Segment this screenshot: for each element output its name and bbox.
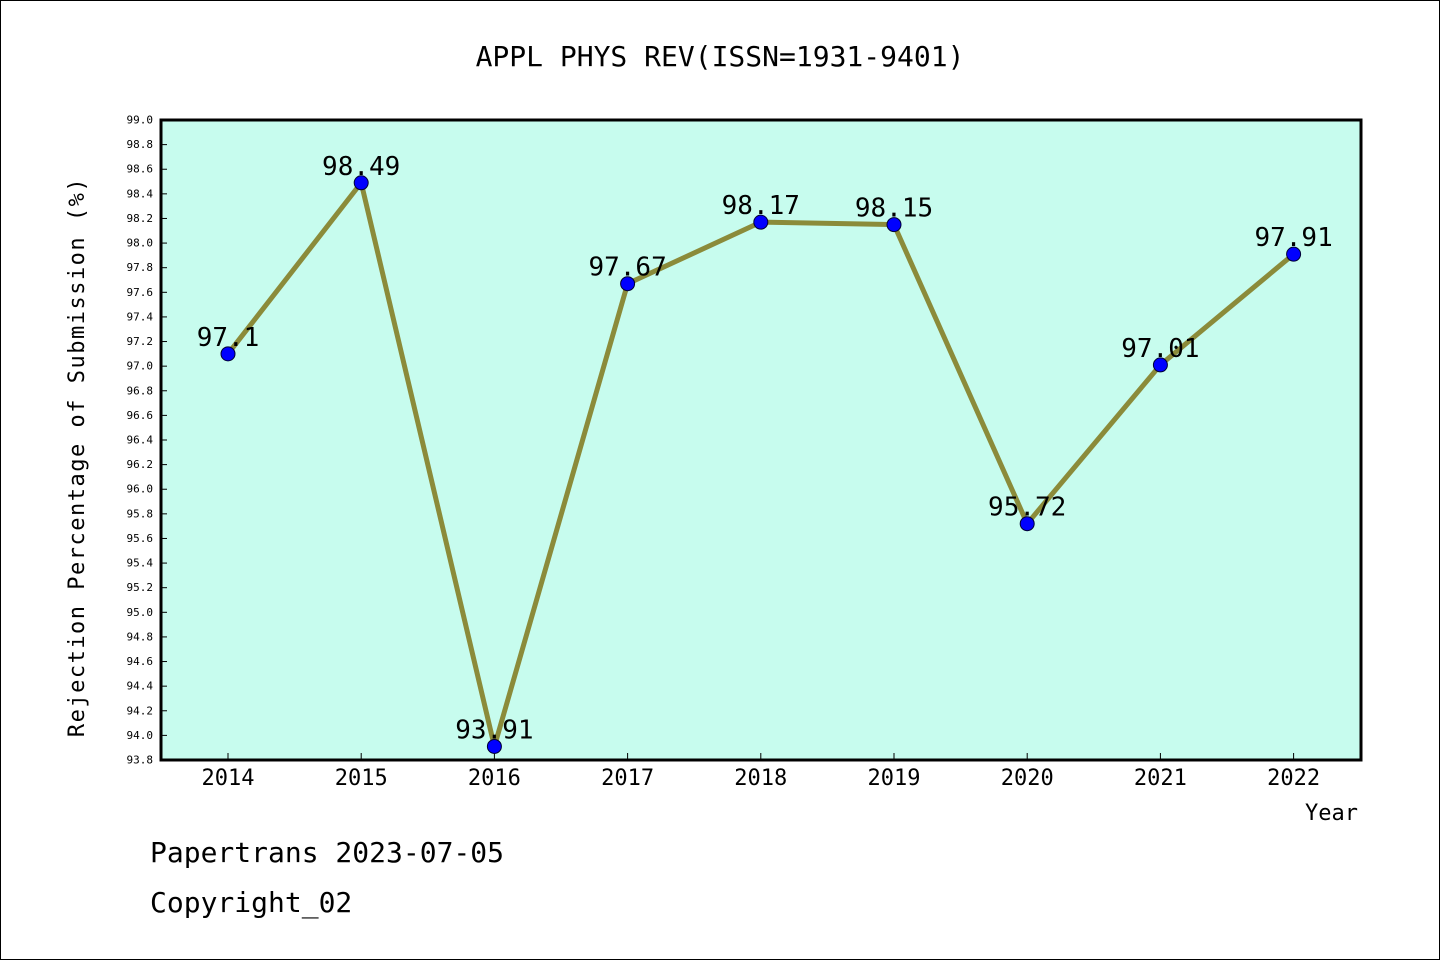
data-point [1019, 516, 1035, 532]
data-point [1286, 246, 1302, 262]
x-tick-label: 2019 [868, 766, 921, 791]
y-tick-label: 96.8 [127, 384, 154, 397]
data-point [886, 217, 902, 233]
y-tick-label: 97.0 [127, 360, 154, 373]
y-tick-label: 93.8 [127, 754, 154, 767]
data-label: 98.15 [855, 194, 933, 224]
x-axis-title: Year [1305, 801, 1358, 826]
x-tick-label: 2015 [335, 766, 388, 791]
data-label: 97.91 [1254, 223, 1332, 253]
y-tick-label: 94.2 [127, 704, 154, 717]
data-point [220, 346, 236, 362]
y-tick-label: 98.4 [127, 187, 154, 200]
x-tick-label: 2020 [1001, 766, 1054, 791]
data-label: 97.1 [197, 323, 260, 353]
data-label: 98.49 [322, 152, 400, 182]
data-point [353, 175, 369, 191]
data-point [486, 738, 502, 754]
y-axis-title: Rejection Percentage of Submission (%) [65, 177, 90, 737]
data-label: 98.17 [722, 191, 800, 221]
y-tick-label: 98.6 [127, 163, 154, 176]
y-tick-label: 97.2 [127, 335, 154, 348]
y-tick-label: 95.2 [127, 581, 154, 594]
y-tick-label: 96.4 [127, 434, 154, 447]
y-tick-label: 98.8 [127, 138, 154, 151]
footer-date: Papertrans 2023-07-05 [150, 836, 505, 869]
x-tick-label: 2022 [1267, 766, 1320, 791]
y-tick-label: 97.8 [127, 261, 154, 274]
y-tick-label: 95.8 [127, 507, 154, 520]
y-tick-label: 95.6 [127, 532, 154, 545]
data-label: 97.67 [588, 253, 666, 283]
data-label: 93.91 [455, 715, 533, 745]
y-tick-label: 95.0 [127, 606, 154, 619]
y-tick-label: 94.6 [127, 655, 154, 668]
data-label: 97.01 [1121, 334, 1199, 364]
x-tick-label: 2021 [1134, 766, 1187, 791]
footer-copyright: Copyright_02 [150, 886, 353, 919]
y-tick-label: 96.6 [127, 409, 154, 422]
y-tick-label: 96.0 [127, 483, 154, 496]
y-tick-label: 94.8 [127, 630, 154, 643]
y-tick-label: 98.2 [127, 212, 154, 225]
y-tick-label: 97.4 [127, 310, 154, 323]
y-tick-label: 97.6 [127, 286, 154, 299]
y-tick-label: 94.4 [127, 680, 154, 693]
y-tick-label: 99.0 [127, 114, 154, 127]
y-tick-label: 95.4 [127, 557, 154, 570]
x-tick-label: 2018 [734, 766, 787, 791]
chart-title: APPL PHYS REV(ISSN=1931-9401) [476, 40, 965, 73]
plot-border [159, 118, 1363, 762]
y-tick-label: 98.0 [127, 237, 154, 250]
x-tick-label: 2016 [468, 766, 521, 791]
data-point [620, 276, 636, 292]
y-tick-label: 96.2 [127, 458, 154, 471]
y-tick-label: 94.0 [127, 729, 154, 742]
x-tick-label: 2014 [202, 766, 255, 791]
data-point [753, 214, 769, 230]
data-label: 95.72 [988, 493, 1066, 523]
data-point [1152, 357, 1168, 373]
x-tick-label: 2017 [601, 766, 654, 791]
